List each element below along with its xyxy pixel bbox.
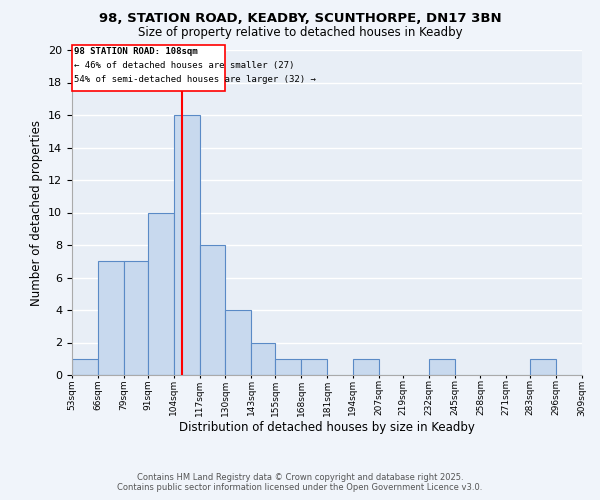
Text: 98, STATION ROAD, KEADBY, SCUNTHORPE, DN17 3BN: 98, STATION ROAD, KEADBY, SCUNTHORPE, DN… xyxy=(98,12,502,26)
Bar xyxy=(428,359,455,375)
Bar xyxy=(226,310,251,375)
Bar xyxy=(251,342,275,375)
Text: Contains HM Land Registry data © Crown copyright and database right 2025.
Contai: Contains HM Land Registry data © Crown c… xyxy=(118,473,482,492)
Text: 98 STATION ROAD: 108sqm: 98 STATION ROAD: 108sqm xyxy=(74,47,197,56)
Bar xyxy=(199,245,226,375)
Text: ← 46% of detached houses are smaller (27): ← 46% of detached houses are smaller (27… xyxy=(74,60,295,70)
FancyBboxPatch shape xyxy=(72,45,226,90)
X-axis label: Distribution of detached houses by size in Keadby: Distribution of detached houses by size … xyxy=(179,421,475,434)
Text: Size of property relative to detached houses in Keadby: Size of property relative to detached ho… xyxy=(137,26,463,39)
Text: 54% of semi-detached houses are larger (32) →: 54% of semi-detached houses are larger (… xyxy=(74,75,316,84)
Bar xyxy=(148,212,173,375)
Bar xyxy=(353,359,379,375)
Bar xyxy=(72,359,98,375)
Bar xyxy=(98,261,124,375)
Bar xyxy=(173,115,199,375)
Bar xyxy=(301,359,327,375)
Bar xyxy=(530,359,556,375)
Y-axis label: Number of detached properties: Number of detached properties xyxy=(29,120,43,306)
Bar xyxy=(124,261,148,375)
Bar xyxy=(275,359,301,375)
